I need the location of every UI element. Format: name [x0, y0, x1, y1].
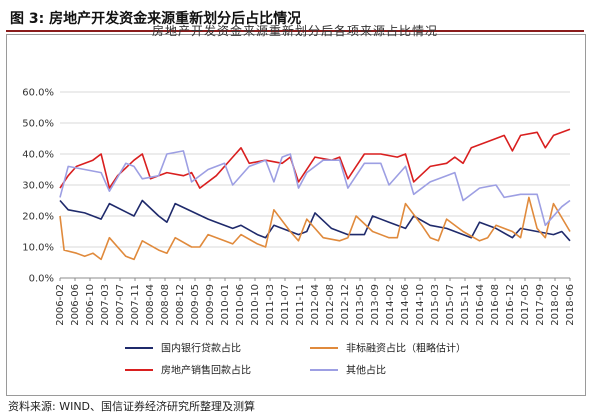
- series-line-3: [59, 128, 571, 189]
- x-tick-label: 2017-05: [520, 284, 531, 326]
- x-tick-label: 2010-06: [235, 284, 246, 326]
- x-tick-label: 2008-12: [175, 284, 186, 326]
- x-tick-label: 2008-08: [160, 284, 171, 326]
- x-tick-label: 2018-06: [565, 284, 576, 326]
- x-tick-label: 2008-04: [145, 284, 156, 326]
- legend-label: 其他占比: [346, 364, 386, 377]
- x-tick-label: 2013-09: [370, 284, 381, 326]
- y-tick-label: 0.0%: [29, 274, 54, 285]
- x-tick-label: 2013-05: [355, 284, 366, 326]
- x-tick-label: 2006-02: [55, 284, 66, 326]
- line-chart: 0.0% 10.0% 20.0% 30.0% 40.0% 50.0% 60.0% 2006-0…: [22, 88, 576, 377]
- x-tick-label: 2015-11: [460, 284, 471, 326]
- x-tick-label: 2016-04: [475, 284, 486, 326]
- x-tick-label: 2012-12: [340, 284, 351, 326]
- x-tick-label: 2006-06: [70, 284, 81, 326]
- y-tick-label: 10.0%: [22, 243, 54, 254]
- x-tick-label: 2007-11: [130, 284, 141, 326]
- series-line-2: [59, 196, 571, 261]
- x-tick-label: 2010-10: [250, 284, 261, 326]
- y-tick-label: 60.0%: [22, 88, 54, 99]
- x-tick-label: 2011-03: [265, 284, 276, 326]
- x-tick-label: 2015-07: [445, 284, 456, 326]
- x-tick-label: 2016-12: [505, 284, 516, 326]
- y-tick-label: 20.0%: [22, 212, 54, 223]
- x-tick-label: 2014-06: [400, 284, 411, 326]
- figure-header: 图 3: 房地产开发资金来源重新划分后占比情况: [6, 4, 584, 32]
- x-tick-label: 2007-03: [100, 284, 111, 326]
- x-tick-label: 2014-10: [415, 284, 426, 326]
- source-note: 资料来源: WIND、国信证券经济研究所整理及测算: [8, 400, 256, 413]
- x-tick-label: 2007-07: [115, 284, 126, 326]
- series-line-1: [59, 199, 571, 242]
- x-tick-label: 2018-02: [550, 284, 561, 326]
- x-tick-label: 2016-08: [490, 284, 501, 326]
- y-tick-label: 50.0%: [22, 119, 54, 130]
- y-tick-label: 40.0%: [22, 150, 54, 161]
- x-tick-label: 2010-01: [220, 284, 231, 326]
- x-tick-label: 2017-09: [535, 284, 546, 326]
- x-tick-label: 2009-05: [190, 284, 201, 326]
- series-line-4: [59, 150, 571, 227]
- legend-label: 房地产销售回款占比: [161, 364, 251, 377]
- chart-title: 房地产开发资金来源重新划分后各项来源占比情况: [151, 24, 438, 38]
- legend-label: 国内银行贷款占比: [161, 342, 241, 355]
- y-tick-label: 30.0%: [22, 181, 54, 192]
- x-tick-label: 2015-03: [430, 284, 441, 326]
- x-tick-label: 2006-10: [85, 284, 96, 326]
- x-tick-label: 2009-09: [205, 284, 216, 326]
- x-tick-label: 2012-08: [325, 284, 336, 326]
- x-tick-label: 2012-04: [310, 284, 321, 326]
- x-tick-label: 2014-02: [385, 284, 396, 326]
- legend-label: 非标融资占比（粗略估计）: [346, 342, 466, 355]
- x-tick-label: 2011-11: [295, 284, 306, 326]
- figure-label: 图 3: 房地产开发资金来源重新划分后占比情况: [10, 11, 302, 27]
- x-tick-label: 2011-07: [280, 284, 291, 326]
